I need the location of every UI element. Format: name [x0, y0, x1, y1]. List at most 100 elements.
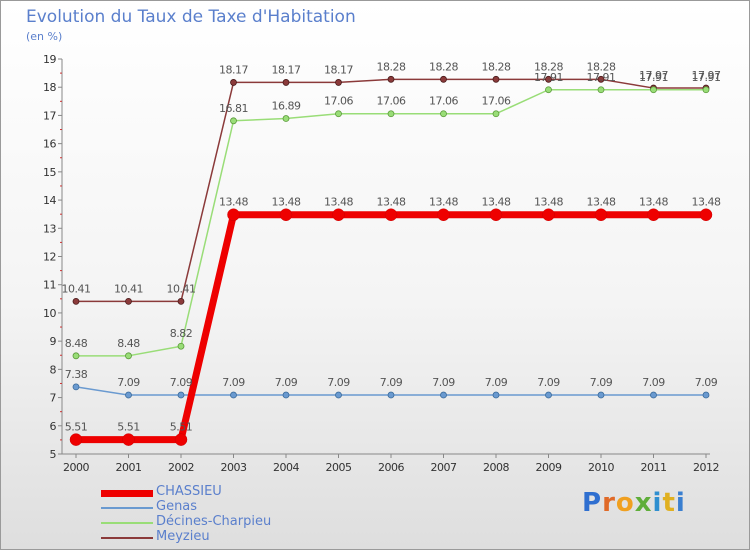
- data-label-decines-charpieu: 17.91: [587, 71, 616, 84]
- data-label-decines-charpieu: 17.06: [377, 95, 406, 108]
- data-point-chassieu: [279, 208, 293, 221]
- legend-label-meyzieu: Meyzieu: [156, 529, 210, 544]
- data-point-genas: [650, 391, 657, 399]
- data-label-chassieu: 13.48: [377, 196, 406, 209]
- data-point-decines-charpieu: [492, 110, 500, 118]
- y-tick-label: 16: [43, 138, 56, 151]
- data-point-genas: [230, 391, 237, 399]
- data-label-decines-charpieu: 16.89: [272, 100, 301, 113]
- x-tick-label: 2008: [483, 461, 509, 474]
- x-tick-label: 2012: [693, 461, 719, 474]
- data-point-decines-charpieu: [387, 110, 395, 118]
- data-label-genas: 7.09: [432, 376, 455, 389]
- data-label-genas: 7.09: [380, 376, 403, 389]
- data-label-genas: 7.09: [170, 376, 193, 389]
- data-point-meyzieu: [440, 75, 447, 83]
- data-label-genas: 7.09: [642, 376, 665, 389]
- legend-swatch-chassieu: [101, 489, 153, 497]
- data-point-decines-charpieu: [125, 352, 132, 360]
- data-label-chassieu: 5.51: [117, 421, 140, 434]
- data-point-genas: [125, 391, 132, 399]
- data-point-genas: [177, 391, 185, 399]
- data-label-meyzieu: 10.41: [167, 282, 196, 295]
- data-label-meyzieu: 17.97: [639, 69, 668, 82]
- data-label-genas: 7.38: [65, 368, 88, 381]
- data-point-decines-charpieu: [440, 110, 447, 118]
- data-point-meyzieu: [492, 75, 500, 83]
- data-point-chassieu: [489, 208, 503, 221]
- y-tick-label: 7: [50, 392, 57, 405]
- data-point-genas: [335, 391, 342, 399]
- x-tick-label: 2005: [326, 461, 352, 474]
- data-label-chassieu: 13.48: [429, 196, 458, 209]
- x-tick-label: 2007: [431, 461, 457, 474]
- data-label-chassieu: 5.51: [170, 421, 193, 434]
- data-point-decines-charpieu: [282, 115, 290, 122]
- data-point-meyzieu: [545, 75, 552, 83]
- legend-swatch-meyzieu: [101, 536, 153, 539]
- legend-swatch-decines-charpieu: [101, 521, 153, 524]
- y-tick-label: 14: [43, 194, 56, 207]
- y-tick-label: 13: [43, 222, 56, 235]
- data-label-decines-charpieu: 17.91: [639, 71, 668, 84]
- x-tick-label: 2001: [116, 461, 142, 474]
- data-label-meyzieu: 18.28: [377, 60, 406, 73]
- data-label-meyzieu: 18.17: [324, 63, 353, 76]
- data-point-decines-charpieu: [650, 86, 657, 94]
- x-tick-label: 2010: [588, 461, 614, 474]
- data-label-genas: 7.09: [485, 376, 508, 389]
- data-label-meyzieu: 18.17: [272, 63, 301, 76]
- data-point-chassieu: [384, 208, 398, 221]
- legend-label-decines-charpieu: Décines-Charpieu: [156, 514, 272, 529]
- data-label-genas: 7.09: [537, 376, 560, 389]
- data-label-decines-charpieu: 17.91: [692, 71, 721, 84]
- data-point-meyzieu: [387, 75, 395, 83]
- data-point-decines-charpieu: [72, 352, 80, 360]
- data-point-chassieu: [69, 433, 83, 446]
- data-point-genas: [72, 383, 80, 391]
- y-tick-label: 9: [50, 335, 57, 348]
- data-label-decines-charpieu: 17.91: [534, 71, 563, 84]
- data-point-chassieu: [122, 433, 135, 446]
- data-point-genas: [282, 391, 290, 399]
- y-tick-label: 11: [43, 279, 56, 292]
- y-tick-label: 17: [43, 109, 56, 122]
- y-tick-label: 15: [43, 166, 56, 179]
- data-label-decines-charpieu: 17.06: [324, 95, 353, 108]
- data-point-chassieu: [332, 208, 345, 221]
- x-tick-label: 2000: [63, 461, 89, 474]
- data-point-meyzieu: [597, 75, 605, 83]
- data-point-chassieu: [699, 208, 713, 221]
- data-point-meyzieu: [125, 297, 132, 305]
- data-label-meyzieu: 18.28: [429, 60, 458, 73]
- data-label-chassieu: 5.51: [65, 421, 88, 434]
- data-point-genas: [440, 391, 447, 399]
- data-point-meyzieu: [335, 79, 342, 86]
- data-point-genas: [387, 391, 395, 399]
- y-tick-label: 6: [50, 420, 57, 433]
- x-tick-label: 2002: [168, 461, 194, 474]
- data-label-decines-charpieu: 17.06: [429, 95, 458, 108]
- data-point-genas: [702, 391, 710, 399]
- data-point-chassieu: [542, 208, 555, 221]
- data-label-genas: 7.09: [117, 376, 140, 389]
- data-point-decines-charpieu: [335, 110, 342, 118]
- data-label-decines-charpieu: 8.48: [65, 337, 88, 350]
- data-point-decines-charpieu: [177, 342, 185, 350]
- y-tick-label: 10: [43, 307, 56, 320]
- data-point-decines-charpieu: [545, 86, 552, 94]
- data-label-decines-charpieu: 16.81: [219, 102, 248, 115]
- x-tick-label: 2009: [536, 461, 562, 474]
- data-label-meyzieu: 18.28: [587, 60, 616, 73]
- data-label-meyzieu: 18.17: [219, 63, 248, 76]
- data-point-chassieu: [594, 208, 608, 221]
- data-point-genas: [545, 391, 552, 399]
- data-label-genas: 7.09: [590, 376, 613, 389]
- data-point-genas: [492, 391, 500, 399]
- legend-label-chassieu: CHASSIEU: [156, 484, 222, 499]
- data-label-decines-charpieu: 17.06: [482, 95, 511, 108]
- data-label-chassieu: 13.48: [639, 196, 668, 209]
- data-label-chassieu: 13.48: [219, 196, 248, 209]
- y-tick-label: 5: [50, 448, 57, 461]
